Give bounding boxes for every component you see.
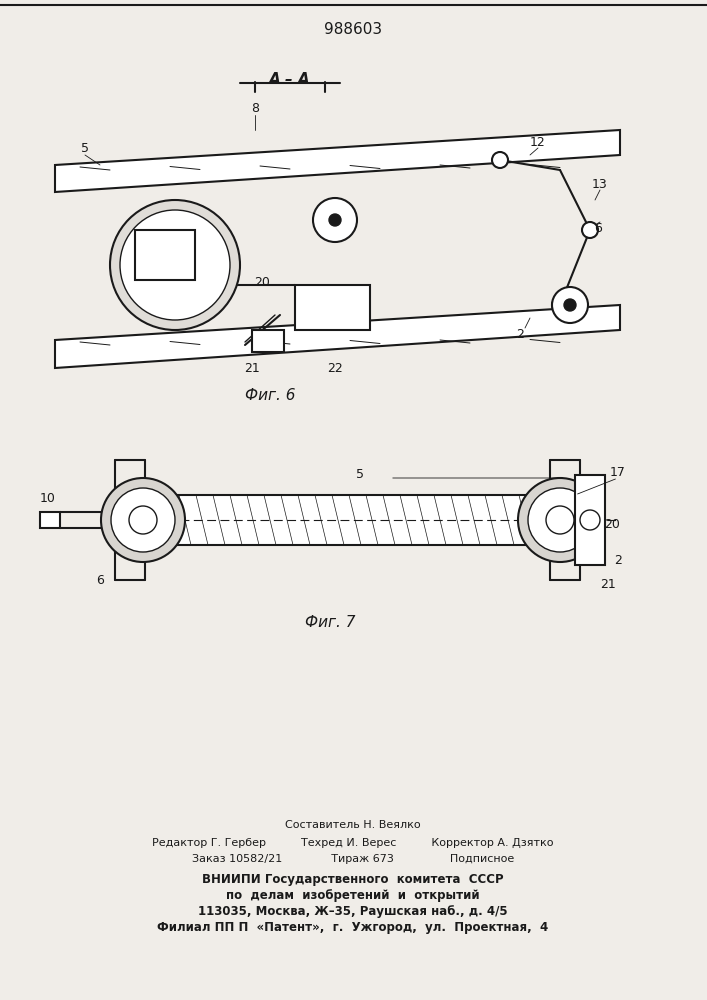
Text: 5: 5 bbox=[356, 468, 364, 482]
Text: 10: 10 bbox=[40, 491, 56, 504]
Circle shape bbox=[564, 299, 576, 311]
Polygon shape bbox=[55, 130, 620, 192]
Text: 6: 6 bbox=[96, 574, 104, 586]
Bar bbox=[40, 512, 60, 528]
Text: Филиал ПП П  «Патент»,  г.  Ужгород,  ул.  Проектная,  4: Филиал ПП П «Патент», г. Ужгород, ул. Пр… bbox=[158, 921, 549, 934]
Bar bbox=[295, 285, 370, 330]
Circle shape bbox=[580, 510, 600, 530]
Circle shape bbox=[329, 214, 341, 226]
Circle shape bbox=[518, 478, 602, 562]
Text: 5: 5 bbox=[81, 141, 89, 154]
Circle shape bbox=[110, 200, 240, 330]
Bar bbox=[575, 475, 605, 565]
Text: Фиг. 7: Фиг. 7 bbox=[305, 615, 355, 630]
Text: 12: 12 bbox=[530, 135, 546, 148]
Circle shape bbox=[170, 260, 180, 270]
Polygon shape bbox=[140, 495, 575, 545]
Bar bbox=[252, 330, 284, 352]
Text: 22: 22 bbox=[327, 361, 343, 374]
Text: Составитель Н. Веялко: Составитель Н. Веялко bbox=[285, 820, 421, 830]
Circle shape bbox=[528, 488, 592, 552]
Text: 20: 20 bbox=[604, 518, 620, 532]
Circle shape bbox=[552, 287, 588, 323]
Circle shape bbox=[582, 222, 598, 238]
Circle shape bbox=[331, 303, 339, 311]
Circle shape bbox=[313, 198, 357, 242]
Circle shape bbox=[552, 297, 568, 313]
Bar bbox=[135, 230, 195, 280]
Text: ВНИИПИ Государственного  комитета  СССР: ВНИИПИ Государственного комитета СССР bbox=[202, 873, 504, 886]
Text: по  делам  изобретений  и  открытий: по делам изобретений и открытий bbox=[226, 889, 480, 902]
Text: 6: 6 bbox=[594, 222, 602, 234]
Text: 2: 2 bbox=[614, 554, 622, 566]
Polygon shape bbox=[55, 305, 620, 368]
Circle shape bbox=[492, 152, 508, 168]
Circle shape bbox=[120, 210, 230, 320]
Text: Фиг. 6: Фиг. 6 bbox=[245, 388, 296, 403]
Text: 2: 2 bbox=[516, 328, 524, 342]
Text: 20: 20 bbox=[254, 275, 270, 288]
Circle shape bbox=[101, 478, 185, 562]
Text: 21: 21 bbox=[244, 361, 260, 374]
Text: 988603: 988603 bbox=[324, 22, 382, 37]
Circle shape bbox=[323, 295, 347, 319]
Text: Редактор Г. Гербер          Техред И. Верес          Корректор А. Дзятко: Редактор Г. Гербер Техред И. Верес Корре… bbox=[152, 838, 554, 848]
Text: 21: 21 bbox=[600, 578, 616, 591]
Text: 8: 8 bbox=[251, 102, 259, 114]
Text: А – А: А – А bbox=[269, 72, 311, 87]
Circle shape bbox=[111, 488, 175, 552]
Text: Заказ 10582/21              Тираж 673                Подписное: Заказ 10582/21 Тираж 673 Подписное bbox=[192, 854, 514, 864]
Text: 113035, Москва, Ж–35, Раушская наб., д. 4/5: 113035, Москва, Ж–35, Раушская наб., д. … bbox=[198, 905, 508, 918]
Text: 17: 17 bbox=[610, 466, 626, 479]
Text: 13: 13 bbox=[592, 178, 608, 192]
